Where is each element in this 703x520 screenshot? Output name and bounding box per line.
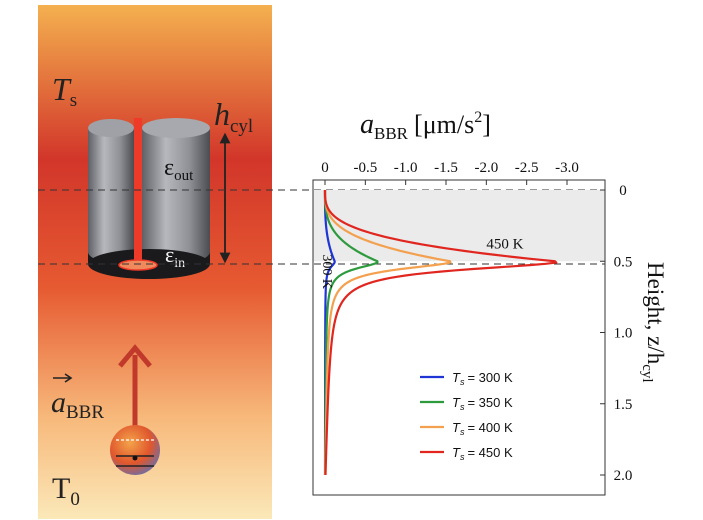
y-tick-label: 0 (619, 183, 627, 199)
x-tick-label: -3.0 (555, 160, 579, 176)
cylinder (88, 118, 210, 279)
x-tick-label: -2.0 (474, 160, 498, 176)
x-tick-label: -2.5 (515, 160, 539, 176)
y-axis-label: Height, z/hcyl (639, 262, 668, 383)
x-tick-label: -0.5 (353, 160, 377, 176)
atom-temperature-label: T0 (52, 472, 80, 510)
legend-label-0: Ts = 300 K (452, 370, 513, 387)
cylinder-top-right-rim (142, 118, 210, 138)
cylinder-top-left-rim (88, 119, 134, 137)
acceleration-chart: aBBR [μm/s2] 0 -0.5 -1.0 -1.5 -2.0 -2.5 -3.0 00… (312, 109, 668, 496)
x-tick-label: -1.0 (394, 160, 418, 176)
legend: Ts = 300 K Ts = 350 K Ts = 400 K Ts = 450 K (420, 370, 513, 462)
series-line-3 (323, 190, 558, 476)
acceleration-arrow-head (118, 344, 152, 368)
legend-label-3: Ts = 450 K (452, 445, 513, 462)
x-tick-label: -1.5 (434, 160, 458, 176)
annotation-300k: 300 K (319, 254, 334, 289)
vector-arrow-icon (53, 373, 73, 383)
series-group (323, 190, 558, 476)
illustration-panel: Ts hcyl εout εin aBBR T0 (38, 5, 272, 519)
atom (110, 425, 160, 475)
cylinder-height-label: hcyl (214, 96, 253, 137)
cylinder-left-wall (88, 128, 134, 264)
plot-frame (312, 179, 606, 496)
y-tick-label: 1.0 (614, 326, 633, 342)
y-tick-label: 0.5 (614, 254, 633, 270)
thermal-beam (134, 118, 142, 264)
legend-label-2: Ts = 400 K (452, 420, 513, 437)
x-axis: 0 -0.5 -1.0 -1.5 -2.0 -2.5 -3.0 (321, 160, 579, 185)
y-tick-label: 1.5 (614, 397, 633, 413)
chart-title: aBBR [μm/s2] (360, 109, 491, 143)
emissivity-out-label: εout (164, 155, 194, 184)
beam-spot (118, 259, 158, 271)
y-tick-label: 2.0 (614, 468, 633, 484)
acceleration-label: aBBR (51, 386, 104, 423)
emissivity-in-label: εin (165, 242, 185, 271)
legend-label-1: Ts = 350 K (452, 395, 513, 412)
y-axis: 0 0.5 1.0 1.5 2.0 (600, 183, 632, 484)
annotation-450k: 450 K (486, 236, 523, 252)
cylinder-right-wall (142, 128, 210, 264)
x-tick-label: 0 (321, 160, 329, 176)
surface-temperature-label: Ts (52, 71, 77, 111)
